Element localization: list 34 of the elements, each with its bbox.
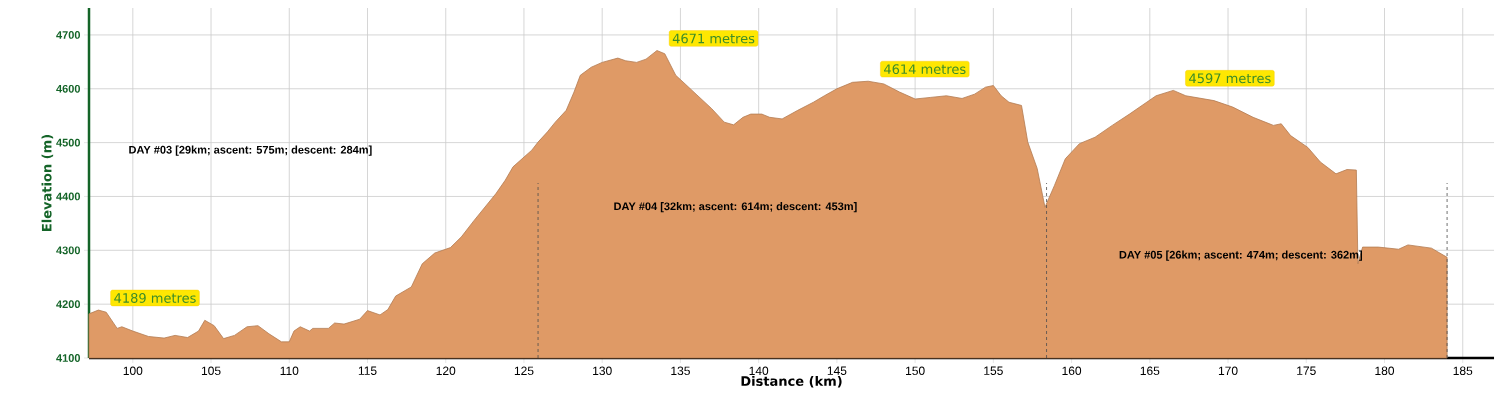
annotation: DAY #03 [29km; ascent: 575m; descent: 284m]: [129, 145, 372, 156]
y-axis-title: Elevation (m): [41, 135, 54, 231]
x-tick-label: 165: [1140, 366, 1160, 376]
annotation: DAY #05 [26km; ascent: 474m; descent: 362m]: [1119, 250, 1363, 261]
x-tick-label: 145: [827, 366, 847, 375]
annotation: DAY #04 [32km; ascent: 614m; descent: 453m]: [614, 202, 857, 213]
x-tick-label: 150: [906, 366, 925, 376]
x-tick-label: 175: [1297, 366, 1316, 375]
y-tick-label: 4100: [56, 354, 81, 362]
y-tick-label: 4300: [56, 246, 81, 255]
x-tick-label: 110: [280, 366, 299, 376]
x-tick-label: 130: [593, 366, 612, 376]
annotation: 4597 metres: [1189, 73, 1271, 84]
x-tick-label: 155: [984, 366, 1003, 375]
y-tick-label: 4400: [56, 192, 81, 201]
y-tick-label: 4200: [56, 300, 81, 309]
x-tick-label: 115: [358, 366, 377, 375]
x-tick-label: 180: [1375, 366, 1395, 376]
annotation: 4614 metres: [884, 64, 966, 75]
y-tick-label: 4600: [56, 84, 81, 93]
y-tick-label: 4500: [56, 138, 81, 147]
x-tick-label: 160: [1062, 366, 1082, 376]
x-tick-label: 185: [1453, 366, 1473, 376]
x-tick-label: 120: [436, 366, 456, 376]
x-tick-label: 140: [749, 366, 769, 376]
x-tick-label: 125: [514, 366, 534, 376]
y-tick-label: 4700: [56, 31, 81, 39]
annotation: 4671 metres: [672, 33, 755, 44]
x-axis-title: Distance (km): [741, 375, 842, 388]
x-tick-label: 170: [1218, 366, 1238, 376]
x-tick-label: 105: [201, 366, 221, 376]
x-tick-label: 100: [123, 366, 143, 376]
x-tick-label: 135: [671, 366, 690, 376]
annotation: 4189 metres: [114, 293, 196, 303]
